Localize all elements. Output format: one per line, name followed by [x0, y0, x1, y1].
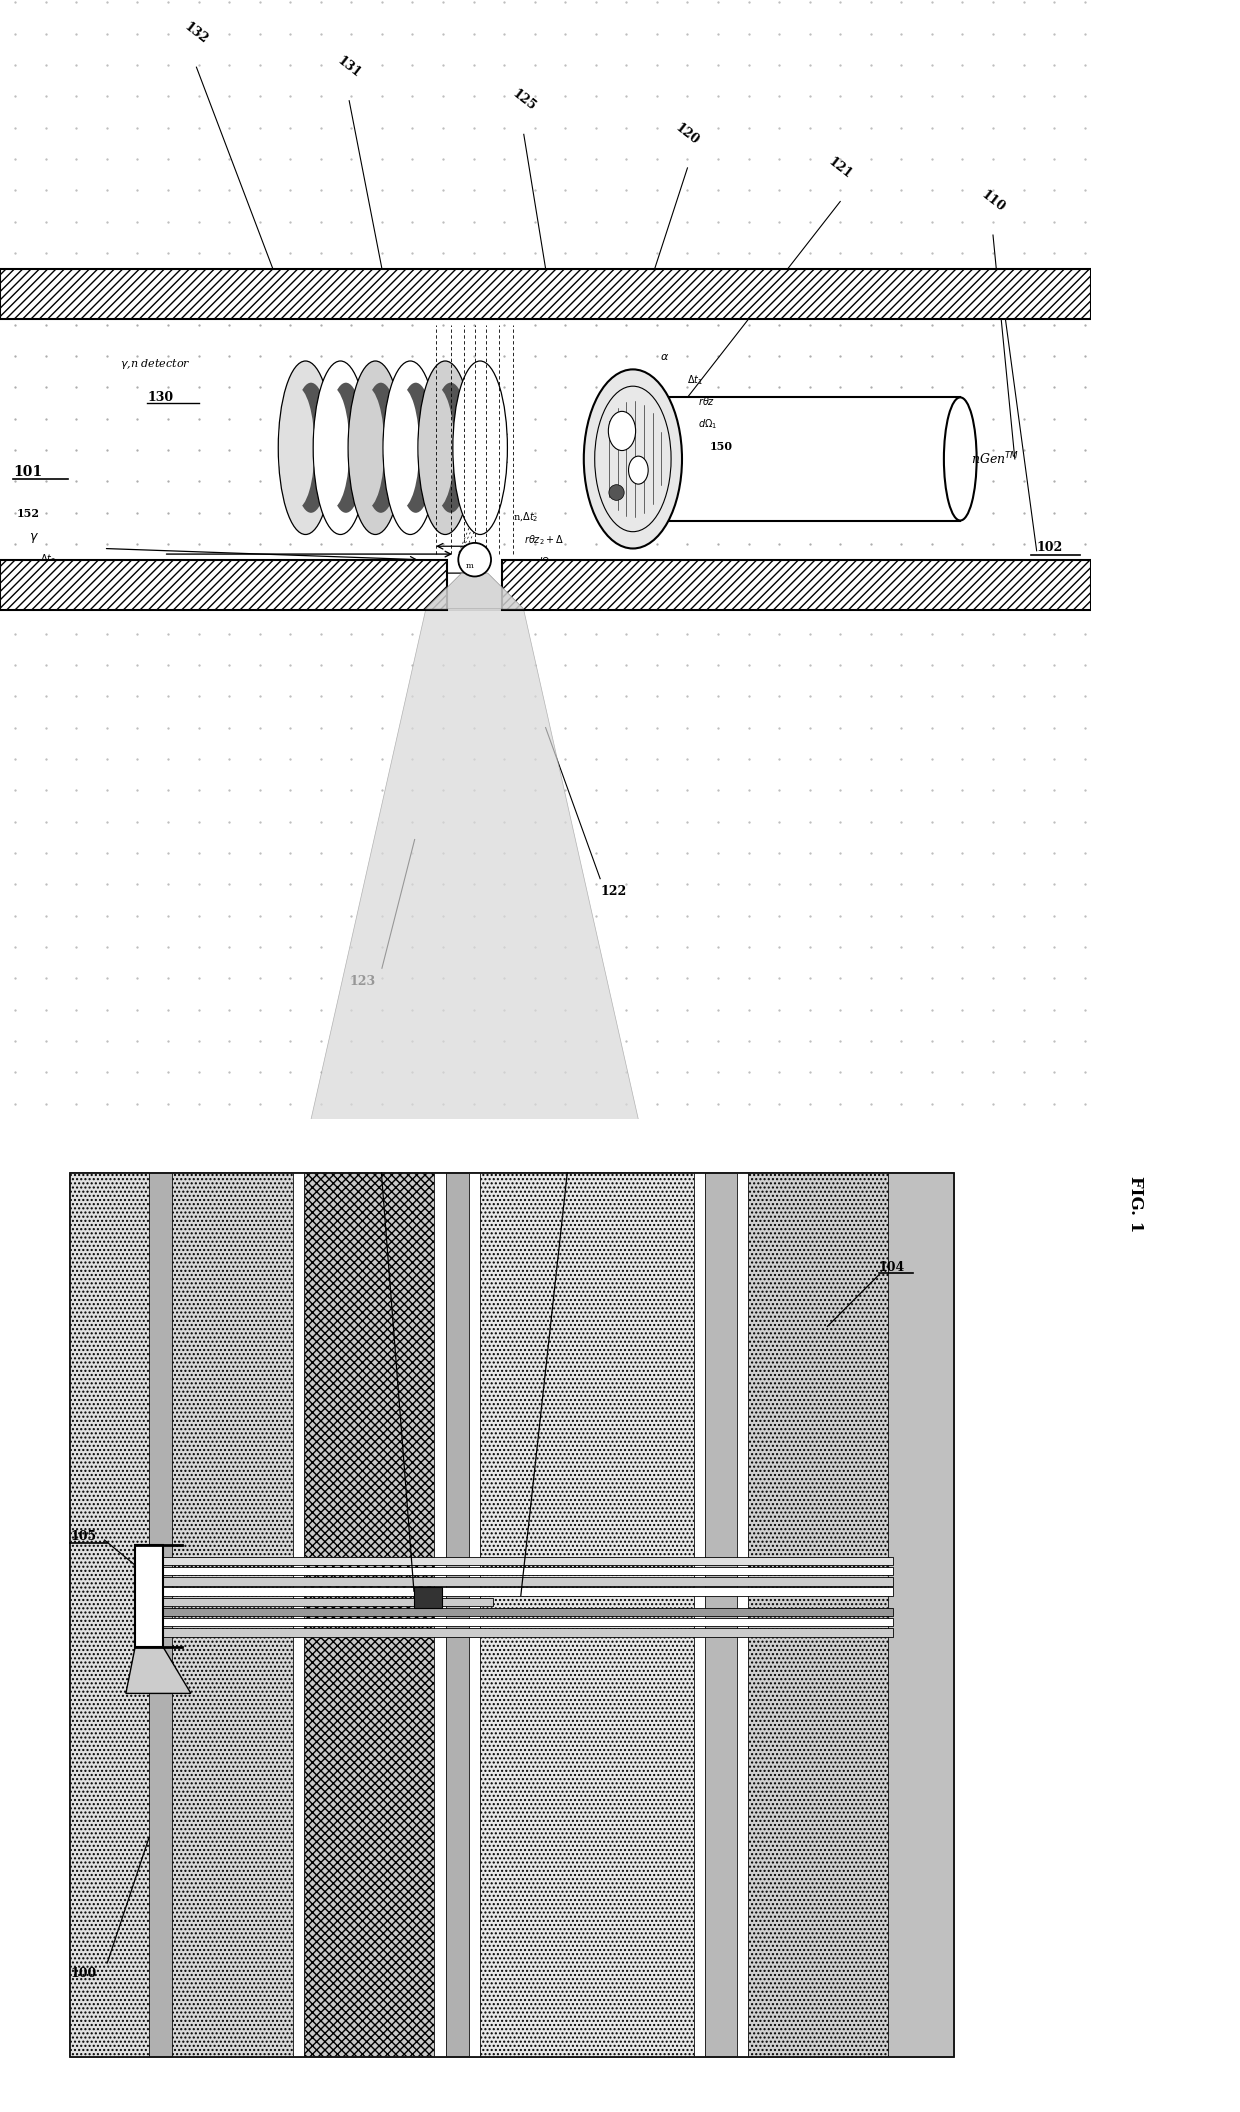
- Text: 104: 104: [879, 1261, 905, 1274]
- Text: 102: 102: [1037, 541, 1063, 553]
- Text: $r\theta z$: $r\theta z$: [698, 395, 715, 408]
- Bar: [304, 1172, 434, 2055]
- Text: 152: 152: [16, 509, 40, 520]
- Text: $\alpha$: $\alpha$: [660, 353, 670, 363]
- Bar: [293, 1172, 304, 2055]
- Bar: [0, 560, 448, 610]
- Text: $r\theta z_2+\Delta$: $r\theta z_2+\Delta$: [523, 532, 564, 547]
- Ellipse shape: [453, 361, 507, 534]
- Text: 103: 103: [905, 589, 931, 602]
- Ellipse shape: [419, 386, 454, 509]
- Bar: [0, 268, 1091, 319]
- Bar: [159, 1628, 893, 1637]
- Text: 151: 151: [546, 579, 569, 589]
- Ellipse shape: [348, 386, 384, 509]
- Ellipse shape: [397, 382, 435, 513]
- Bar: [159, 1588, 893, 1597]
- Polygon shape: [311, 610, 639, 1119]
- Text: $\Delta t_3$: $\Delta t_3$: [41, 551, 57, 566]
- Text: 150: 150: [709, 441, 733, 452]
- Text: m: m: [466, 562, 474, 570]
- Ellipse shape: [291, 382, 330, 513]
- Bar: [693, 1172, 704, 2055]
- Text: 121: 121: [826, 154, 854, 182]
- Bar: [159, 1567, 893, 1576]
- Ellipse shape: [278, 361, 332, 534]
- Text: 101: 101: [14, 465, 42, 479]
- Bar: [149, 1172, 172, 2055]
- Text: 131: 131: [335, 55, 363, 80]
- Text: 130: 130: [148, 391, 174, 403]
- Text: 123: 123: [350, 976, 376, 988]
- Text: $\Delta t_1$: $\Delta t_1$: [687, 374, 703, 386]
- Ellipse shape: [383, 361, 438, 534]
- Polygon shape: [125, 1647, 191, 1694]
- Text: 120: 120: [673, 120, 702, 148]
- Text: $d\Omega^3$: $d\Omega^3$: [47, 591, 67, 604]
- Bar: [445, 1172, 469, 2055]
- Text: $d\Omega_1$: $d\Omega_1$: [698, 418, 718, 431]
- Bar: [738, 1172, 749, 2055]
- Bar: [172, 1172, 293, 2055]
- Bar: [71, 1172, 149, 2055]
- Text: 125: 125: [510, 87, 538, 114]
- Text: 100: 100: [71, 1966, 97, 1979]
- Text: n,$\Delta t_2$: n,$\Delta t_2$: [513, 511, 538, 524]
- Text: 132: 132: [182, 21, 211, 46]
- Bar: [888, 1172, 952, 2055]
- Ellipse shape: [629, 456, 649, 484]
- Ellipse shape: [314, 361, 368, 534]
- Ellipse shape: [384, 386, 419, 509]
- Polygon shape: [425, 572, 523, 608]
- Bar: [135, 1544, 162, 1647]
- Ellipse shape: [314, 386, 350, 509]
- Ellipse shape: [279, 386, 315, 509]
- Bar: [502, 560, 1091, 610]
- Text: nGen$^{TM}$: nGen$^{TM}$: [971, 450, 1019, 467]
- Text: 110: 110: [978, 188, 1007, 215]
- Text: 105: 105: [71, 1529, 97, 1544]
- Bar: [159, 1607, 893, 1616]
- Bar: [749, 1172, 888, 2055]
- Bar: [480, 1172, 693, 2055]
- Ellipse shape: [348, 361, 403, 534]
- Bar: [632, 397, 960, 520]
- Ellipse shape: [432, 382, 470, 513]
- Text: FIG. 1: FIG. 1: [1127, 1176, 1145, 1231]
- Ellipse shape: [327, 382, 365, 513]
- Text: 122: 122: [600, 885, 626, 898]
- Bar: [159, 1597, 494, 1605]
- Text: $\gamma$: $\gamma$: [30, 530, 40, 545]
- Text: $r\theta z^3$: $r\theta z^3$: [47, 570, 68, 585]
- Text: $\gamma$,n detector: $\gamma$,n detector: [120, 357, 191, 372]
- Ellipse shape: [418, 361, 472, 534]
- Ellipse shape: [609, 412, 636, 450]
- Bar: [434, 1172, 445, 2055]
- Circle shape: [459, 543, 491, 577]
- Circle shape: [609, 484, 624, 501]
- Bar: [159, 1618, 893, 1626]
- Ellipse shape: [944, 397, 977, 520]
- Bar: [469, 1172, 480, 2055]
- Text: $d\Omega_2$: $d\Omega_2$: [534, 555, 554, 568]
- Bar: [414, 1588, 441, 1607]
- Bar: [159, 1578, 893, 1586]
- Ellipse shape: [584, 370, 682, 549]
- Ellipse shape: [362, 382, 401, 513]
- Bar: [159, 1557, 893, 1565]
- Bar: [704, 1172, 738, 2055]
